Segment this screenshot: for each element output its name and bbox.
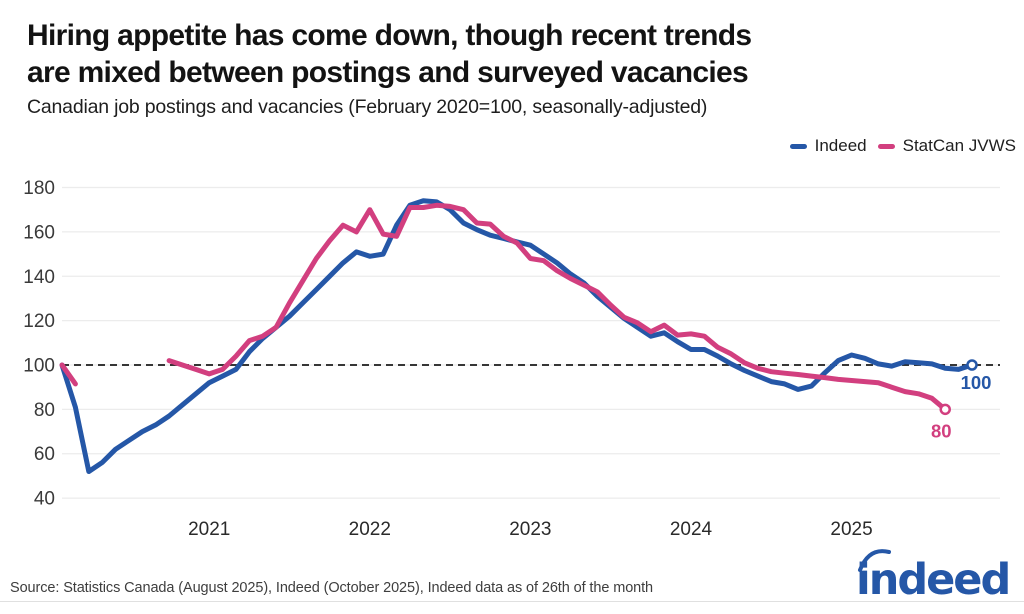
logo-wordmark: indeed <box>856 555 1009 605</box>
line-chart: 40 60 80 100 120 140 160 180 2021 2022 2023 2024 202… <box>23 178 1000 540</box>
bottom-divider <box>0 601 1024 602</box>
series-line-statcan-jvws <box>59 362 78 387</box>
source-note: Source: Statistics Canada (August 2025),… <box>10 580 654 596</box>
y-tick-label: 120 <box>23 311 55 332</box>
indeed-logo: indeed <box>856 549 1011 605</box>
statcan-series-swatch-icon <box>877 143 895 149</box>
series-line-statcan-jvws <box>166 202 948 412</box>
page-subtitle: Canadian job postings and vacancies (Feb… <box>27 96 708 118</box>
y-tick-label: 180 <box>23 178 55 199</box>
y-tick-label: 40 <box>34 489 55 510</box>
series-end-label-indeed: 100 <box>961 372 992 393</box>
x-tick-label: 2025 <box>830 519 872 540</box>
legend-item-statcan-jvws: StatCan JVWS <box>877 136 1016 156</box>
legend: Indeed StatCan JVWS <box>789 136 1016 156</box>
series-endpoint-statcan-jvws <box>939 403 951 416</box>
x-tick-label: 2023 <box>509 519 551 540</box>
title-line-1: Hiring appetite has come down, though re… <box>27 19 752 52</box>
series-end-label-statcan-jvws: 80 <box>931 420 952 441</box>
x-tick-label: 2024 <box>670 519 713 540</box>
y-tick-label: 100 <box>23 356 55 377</box>
y-tick-label: 140 <box>23 267 55 288</box>
indeed-series-swatch-icon <box>789 143 807 149</box>
y-tick-label: 160 <box>23 222 55 243</box>
title-line-2: are mixed between postings and surveyed … <box>27 56 749 89</box>
x-tick-label: 2021 <box>188 519 230 540</box>
series-endpoint-indeed <box>966 359 978 371</box>
legend-label-statcan-jvws: StatCan JVWS <box>902 136 1016 155</box>
y-tick-label: 80 <box>34 400 55 421</box>
y-tick-label: 60 <box>34 444 55 465</box>
page-title: Hiring appetite has come down, though re… <box>27 17 752 91</box>
logo-swoosh-icon <box>858 549 891 572</box>
legend-label-indeed: Indeed <box>814 136 867 155</box>
legend-item-indeed: Indeed <box>789 136 867 156</box>
x-tick-label: 2022 <box>349 519 391 540</box>
